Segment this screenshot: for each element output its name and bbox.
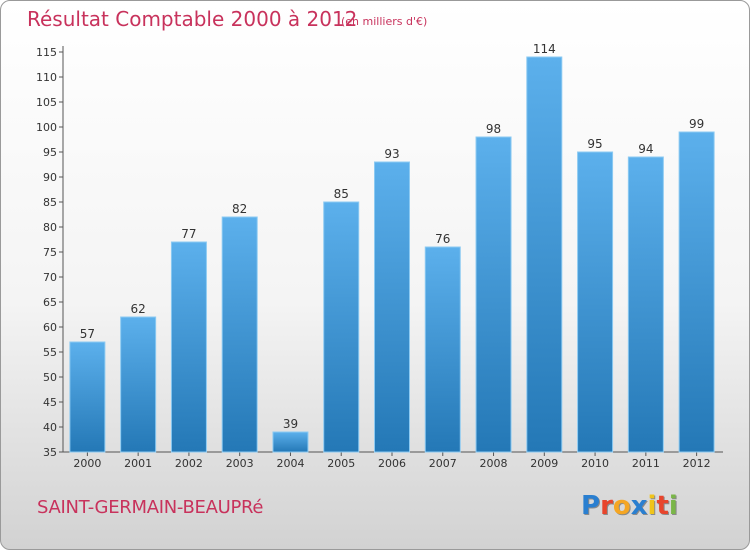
- data-label: 98: [486, 122, 501, 136]
- x-tick-label: 2011: [632, 457, 660, 470]
- y-tick-label: 50: [43, 371, 57, 384]
- data-label: 76: [435, 232, 450, 246]
- data-label: 57: [80, 327, 95, 341]
- bar: [627, 156, 664, 453]
- bar: [69, 341, 106, 453]
- logo-letter: o: [612, 491, 631, 521]
- data-label: 99: [689, 117, 704, 131]
- x-tick-label: 2002: [175, 457, 203, 470]
- bar: [374, 161, 410, 453]
- x-tick-label: 2012: [683, 457, 711, 470]
- data-label: 94: [638, 142, 653, 156]
- data-label: 114: [533, 42, 556, 56]
- data-label: 93: [384, 147, 399, 161]
- y-tick-label: 90: [43, 171, 57, 184]
- y-tick-label: 45: [43, 396, 57, 409]
- data-label: 62: [131, 302, 146, 316]
- y-tick-label: 35: [43, 446, 57, 459]
- y-tick-label: 40: [43, 421, 57, 434]
- logo-letter: P: [581, 491, 601, 521]
- commune-name: SAINT-GERMAIN-BEAUPRé: [37, 497, 264, 518]
- bar: [424, 246, 461, 453]
- bar: [475, 136, 512, 453]
- chart-title: Résultat Comptable 2000 à 2012: [27, 7, 358, 31]
- y-tick-label: 100: [36, 121, 57, 134]
- x-tick-label: 2004: [276, 457, 304, 470]
- data-label: 95: [587, 137, 602, 151]
- bar: [170, 241, 207, 453]
- logo-letter: x: [630, 491, 648, 521]
- y-tick-label: 75: [43, 246, 57, 259]
- bar: [526, 56, 563, 453]
- y-tick-label: 55: [43, 346, 57, 359]
- bar: [221, 216, 258, 453]
- x-tick-label: 2009: [530, 457, 558, 470]
- data-label: 77: [181, 227, 196, 241]
- chart-subtitle: (en milliers d'€): [341, 15, 428, 28]
- data-label: 85: [334, 187, 349, 201]
- logo-letter: r: [600, 491, 613, 521]
- data-label: 39: [283, 417, 298, 431]
- x-tick-label: 2010: [581, 457, 609, 470]
- y-tick-label: 110: [36, 71, 57, 84]
- x-tick-label: 2006: [378, 457, 406, 470]
- x-tick-label: 2007: [429, 457, 457, 470]
- bar: [678, 131, 715, 453]
- bar: [323, 201, 360, 453]
- y-tick-label: 115: [36, 46, 57, 59]
- proxiti-logo: Proxiti: [581, 491, 678, 521]
- x-tick-label: 2000: [73, 457, 101, 470]
- y-tick-label: 60: [43, 321, 57, 334]
- y-tick-label: 70: [43, 271, 57, 284]
- bar: [272, 431, 309, 453]
- y-tick-label: 95: [43, 146, 57, 159]
- data-label: 82: [232, 202, 247, 216]
- y-tick-label: 85: [43, 196, 57, 209]
- y-tick-label: 105: [36, 96, 57, 109]
- x-tick-label: 2003: [226, 457, 254, 470]
- y-tick-label: 80: [43, 221, 57, 234]
- logo-letter: t: [656, 491, 669, 521]
- logo-letter: i: [647, 491, 657, 521]
- bar: [577, 151, 614, 453]
- logo-letter: i: [668, 491, 678, 521]
- y-tick-label: 65: [43, 296, 57, 309]
- bar: [120, 316, 157, 453]
- x-tick-label: 2001: [124, 457, 152, 470]
- x-tick-label: 2005: [327, 457, 355, 470]
- x-tick-label: 2008: [480, 457, 508, 470]
